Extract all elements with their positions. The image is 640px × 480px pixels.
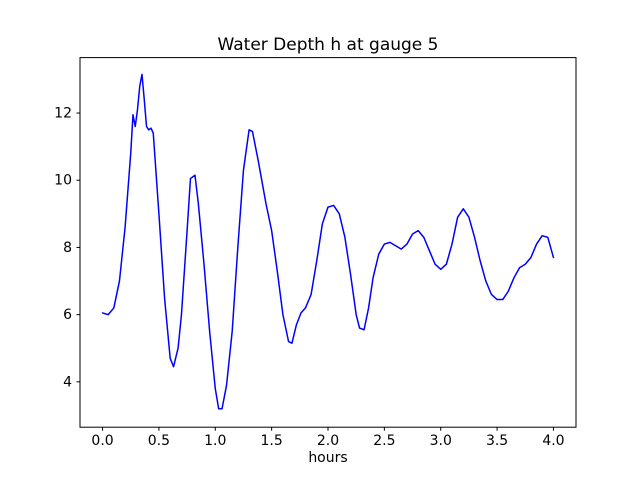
y-tick-label: 10 <box>54 173 72 189</box>
y-tick-label: 12 <box>54 106 72 122</box>
x-tick-label: 0.5 <box>148 433 170 449</box>
y-tick-label: 6 <box>63 307 72 323</box>
y-tick-label: 4 <box>63 374 72 390</box>
x-tick-label: 2.0 <box>317 433 339 449</box>
y-tick-label: 8 <box>63 240 72 256</box>
x-axis-label: hours <box>308 450 348 466</box>
x-tick-label: 1.5 <box>261 433 283 449</box>
x-tick-label: 2.5 <box>373 433 395 449</box>
x-tick-label: 1.0 <box>204 433 226 449</box>
x-tick-label: 4.0 <box>542 433 564 449</box>
chart-title: Water Depth h at gauge 5 <box>217 35 439 55</box>
x-tick-label: 3.5 <box>486 433 508 449</box>
water-depth-line <box>101 73 555 410</box>
plot-background <box>80 57 576 428</box>
x-tick-label: 3.0 <box>430 433 452 449</box>
x-tick-label: 0.0 <box>91 433 113 449</box>
